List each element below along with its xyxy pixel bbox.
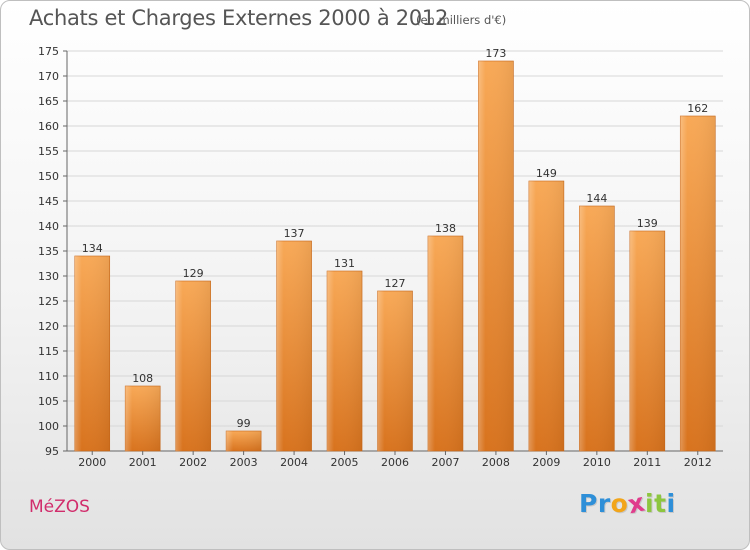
x-tick-label-2012: 2012: [684, 456, 712, 469]
y-tick-label: 130: [38, 270, 59, 283]
bar-shading: [377, 291, 413, 451]
y-tick-label: 110: [38, 370, 59, 383]
y-tick-label: 135: [38, 245, 59, 258]
bar-shading: [74, 256, 110, 451]
bar-shading: [427, 236, 463, 451]
x-tick-label-2001: 2001: [129, 456, 157, 469]
bar-shading: [125, 386, 161, 451]
bar-shading: [629, 231, 665, 451]
proxiti-logo[interactable]: Proxiti: [579, 488, 676, 520]
data-label-2004: 137: [284, 227, 305, 240]
y-tick-label: 95: [45, 445, 59, 458]
chart-subtitle: (en milliers d'€): [416, 13, 507, 27]
data-label-2006: 127: [385, 277, 406, 290]
bar-shading: [175, 281, 211, 451]
data-label-2007: 138: [435, 222, 456, 235]
y-tick-label: 120: [38, 320, 59, 333]
data-label-2011: 139: [637, 217, 658, 230]
data-label-2008: 173: [485, 47, 506, 60]
y-tick-label: 175: [38, 45, 59, 58]
data-label-2005: 131: [334, 257, 355, 270]
bar-shading: [680, 116, 716, 451]
logo-letter: P: [579, 489, 598, 518]
x-tick-label-2006: 2006: [381, 456, 409, 469]
y-tick-label: 160: [38, 120, 59, 133]
logo-letter: t: [654, 489, 667, 518]
data-label-2009: 149: [536, 167, 557, 180]
y-tick-label: 115: [38, 345, 59, 358]
y-tick-label: 145: [38, 195, 59, 208]
data-label-2010: 144: [586, 192, 607, 205]
x-tick-label-2009: 2009: [532, 456, 560, 469]
y-tick-label: 150: [38, 170, 59, 183]
data-label-2002: 129: [183, 267, 204, 280]
y-tick-label: 165: [38, 95, 59, 108]
bar-shading: [579, 206, 615, 451]
y-tick-label: 125: [38, 295, 59, 308]
logo-letter: r: [597, 489, 611, 518]
bar-shading: [478, 61, 514, 451]
bar-shading: [226, 431, 262, 451]
data-label-2003: 99: [237, 417, 251, 430]
logo-letter: o: [610, 489, 629, 518]
y-tick-label: 140: [38, 220, 59, 233]
y-tick-label: 155: [38, 145, 59, 158]
y-tick-label: 100: [38, 420, 59, 433]
x-tick-label-2003: 2003: [230, 456, 258, 469]
y-tick-label: 105: [38, 395, 59, 408]
x-tick-label-2002: 2002: [179, 456, 207, 469]
data-label-2001: 108: [132, 372, 153, 385]
bar-shading: [327, 271, 363, 451]
x-tick-label-2008: 2008: [482, 456, 510, 469]
bar-shading: [528, 181, 564, 451]
y-tick-label: 170: [38, 70, 59, 83]
x-tick-label-2007: 2007: [431, 456, 459, 469]
x-tick-label-2010: 2010: [583, 456, 611, 469]
commune-name: MéZOS: [29, 497, 90, 517]
chart-title: Achats et Charges Externes 2000 à 2012: [29, 6, 449, 30]
x-tick-label-2011: 2011: [633, 456, 661, 469]
x-tick-label-2000: 2000: [78, 456, 106, 469]
x-tick-label-2004: 2004: [280, 456, 308, 469]
x-tick-label-2005: 2005: [331, 456, 359, 469]
logo-letter: i: [645, 489, 655, 518]
logo-letter: i: [666, 489, 676, 518]
bar-shading: [276, 241, 312, 451]
data-label-2000: 134: [82, 242, 103, 255]
data-label-2012: 162: [687, 102, 708, 115]
